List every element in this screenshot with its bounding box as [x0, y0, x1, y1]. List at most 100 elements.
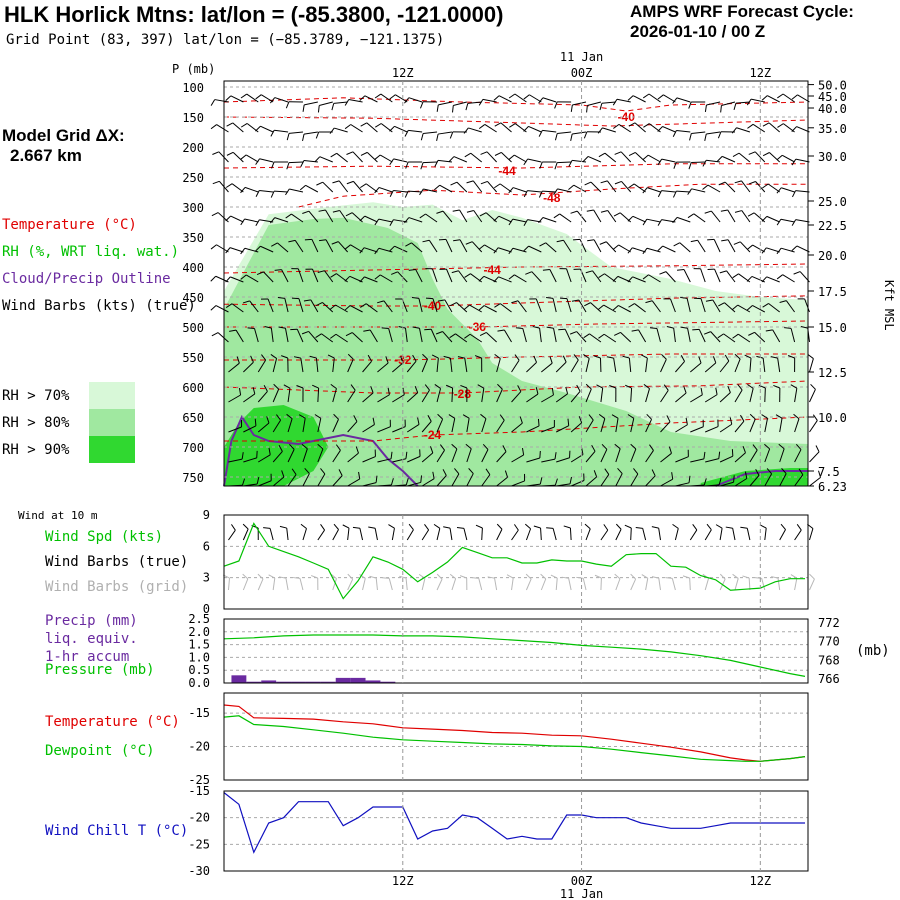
- wind-barb-feather: [642, 187, 648, 194]
- wind-barb: [334, 127, 348, 133]
- wind-barb-feather: [278, 445, 283, 452]
- wind-barb: [542, 216, 557, 223]
- wind-barb-feather: [420, 475, 423, 483]
- wind-barb-feather: [792, 190, 797, 198]
- wind-barb-feather: [225, 247, 231, 254]
- wind-barb-feather: [571, 299, 579, 302]
- wind-barb-feather: [790, 384, 798, 389]
- wind-barb: [766, 215, 780, 223]
- wind-barb-feather: [252, 387, 256, 395]
- wind-barb-feather: [746, 276, 753, 282]
- wind-barb: [244, 186, 259, 193]
- wind-barb-feather: [523, 245, 529, 252]
- wind-barb-feather: [715, 387, 718, 395]
- wind-barb: [272, 358, 278, 373]
- wind-barb: [260, 245, 274, 253]
- wind-barb: [243, 457, 257, 463]
- temperature-contour-label: -24: [424, 428, 442, 442]
- precip-pressure-chart: 0.00.51.01.52.02.5 766 768 770 772: [188, 612, 839, 690]
- wind-barb: [243, 425, 257, 433]
- wind-barb: [737, 333, 751, 343]
- wind-barb-true: [317, 529, 325, 541]
- wind-barb: [451, 448, 458, 463]
- wind-barb: [621, 181, 632, 193]
- wind-barb-feather: [747, 384, 754, 389]
- wind-barb-feather: [281, 470, 285, 478]
- wind-barb-true: [552, 528, 557, 541]
- wind-barb: [714, 268, 721, 283]
- xsec-kft-tick: 20.0: [818, 249, 847, 263]
- wind-barb-feather: [537, 418, 540, 426]
- wind-barb: [459, 209, 468, 223]
- wind-barb: [689, 362, 702, 373]
- wind-barb-feather: [256, 271, 264, 276]
- wind-barb-feather: [748, 181, 756, 185]
- wind-barb: [526, 361, 537, 373]
- wind-barb-true-feather: [320, 524, 325, 531]
- wind-barb: [662, 245, 676, 253]
- wind-barb-feather: [276, 414, 282, 421]
- wind-barb-feather: [493, 276, 499, 283]
- wind-barb: [257, 359, 267, 373]
- wind-barb-feather: [585, 383, 592, 390]
- wind-barb-feather: [761, 95, 768, 101]
- precip-bar: [305, 681, 321, 683]
- wind-barb: [809, 420, 818, 433]
- wind-barb-true-feather: [242, 523, 249, 530]
- wind-barb: [362, 424, 375, 433]
- wind-barb: [500, 152, 512, 163]
- wind-barb: [235, 329, 244, 343]
- wind-barb: [749, 388, 754, 403]
- wind-barb-grid: [347, 578, 354, 591]
- wind-barb: [615, 418, 619, 433]
- wind-barb: [362, 456, 376, 463]
- wind-barb-feather: [798, 468, 804, 475]
- wind-chill-line: [223, 792, 805, 854]
- wind-barb-feather: [672, 130, 677, 137]
- wind-barb: [632, 276, 646, 283]
- wind-barb-feather: [680, 326, 688, 329]
- legend-wind: Wind Barbs (kts) (true): [2, 298, 196, 314]
- wind-barb: [319, 101, 333, 107]
- wind-barb-feather: [466, 180, 474, 184]
- wind-barb-feather: [412, 354, 417, 362]
- wind-barb-grid: [704, 578, 709, 591]
- wind-barb-feather: [414, 385, 419, 393]
- xsec-pressure-tick: 400: [182, 261, 204, 275]
- wind-barb: [719, 455, 734, 463]
- wind-barb: [274, 190, 289, 193]
- wind-barb-feather: [285, 213, 292, 219]
- wind-barb-grid-feather: [257, 573, 264, 580]
- wind-barb-feather: [358, 471, 361, 480]
- wind-barb: [645, 450, 654, 463]
- wind-barb: [542, 129, 557, 133]
- wind-barb-feather: [791, 94, 798, 100]
- wind-barb: [559, 213, 572, 223]
- wind-barb: [542, 97, 557, 103]
- wind-barb-feather: [448, 156, 455, 162]
- wind-barb-grid-feather: [790, 574, 798, 579]
- wind-barb: [700, 268, 706, 283]
- wind-barb-feather: [345, 332, 353, 337]
- xsec-ylabel: P (mb): [172, 62, 215, 76]
- wind-barb: [302, 448, 308, 463]
- wind-barb-feather: [596, 384, 603, 389]
- wind-barb: [566, 268, 572, 283]
- wind-barb: [446, 268, 453, 283]
- wind-barb: [794, 449, 802, 463]
- wind-barb: [408, 129, 423, 133]
- wind-barb-feather: [752, 444, 758, 451]
- wind-barb: [436, 358, 439, 373]
- wind-barb-feather: [359, 276, 365, 283]
- wind-barb-feather: [717, 131, 722, 139]
- wind-barb: [704, 394, 718, 403]
- wind-barb-feather: [598, 333, 605, 339]
- wind-barb-feather: [263, 385, 268, 392]
- wind-barb-feather: [756, 355, 764, 359]
- wind-barb: [663, 94, 676, 103]
- wind-barb: [317, 418, 322, 433]
- wind-barb: [630, 418, 635, 433]
- wind-barb-feather: [598, 152, 606, 158]
- wind-barb-feather: [598, 273, 605, 279]
- wind-barb-feather: [449, 131, 454, 139]
